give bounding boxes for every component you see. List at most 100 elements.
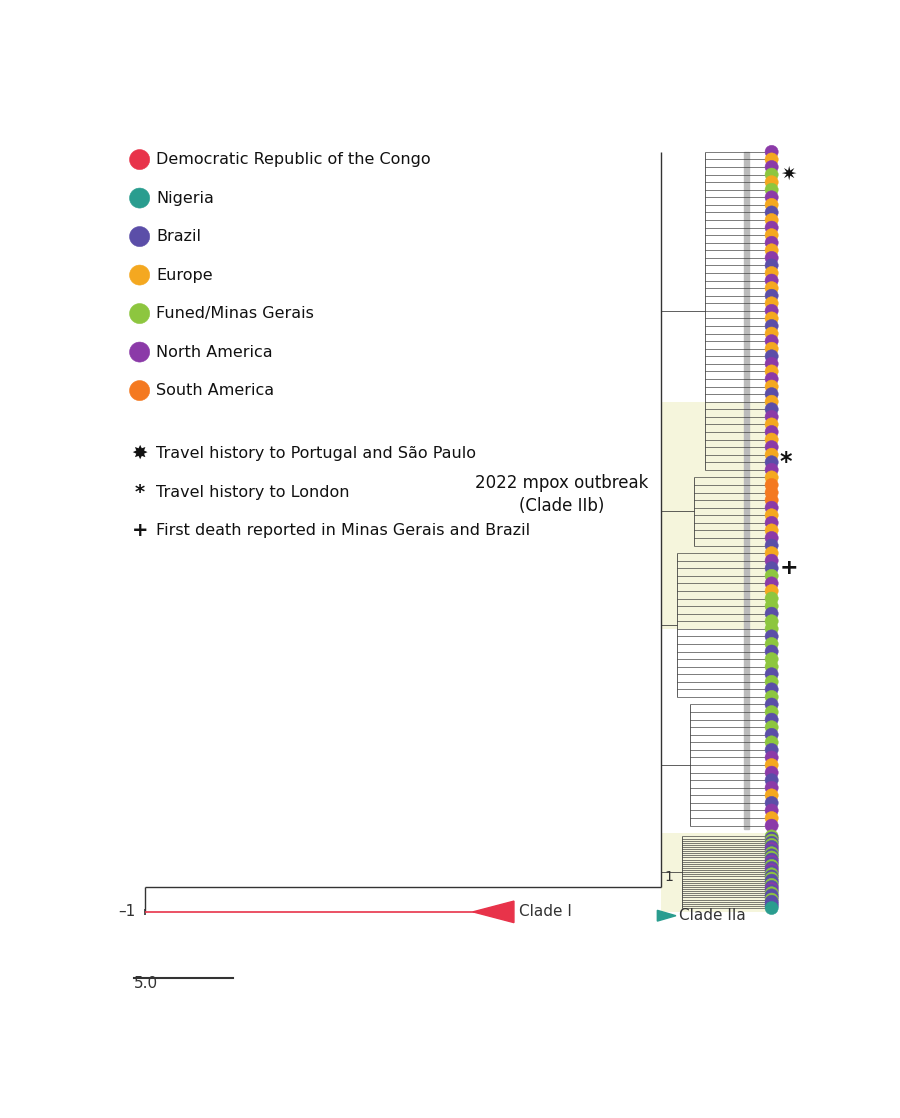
- Circle shape: [765, 901, 778, 915]
- Circle shape: [765, 296, 778, 310]
- Circle shape: [765, 561, 778, 575]
- Text: South America: South America: [156, 383, 274, 398]
- Circle shape: [765, 858, 778, 870]
- Circle shape: [765, 304, 778, 318]
- Circle shape: [765, 804, 778, 817]
- Circle shape: [765, 796, 778, 809]
- Circle shape: [765, 838, 778, 852]
- Circle shape: [765, 236, 778, 249]
- Circle shape: [765, 418, 778, 430]
- Circle shape: [765, 713, 778, 727]
- Text: 5.0: 5.0: [134, 976, 158, 992]
- Circle shape: [765, 819, 778, 832]
- Circle shape: [765, 388, 778, 400]
- Circle shape: [765, 191, 778, 203]
- Circle shape: [765, 539, 778, 552]
- Circle shape: [130, 227, 149, 247]
- Circle shape: [765, 290, 778, 302]
- Text: 2022 mpox outbreak
(Clade IIb): 2022 mpox outbreak (Clade IIb): [475, 474, 649, 515]
- Text: *: *: [779, 451, 792, 474]
- Circle shape: [765, 266, 778, 280]
- Circle shape: [765, 433, 778, 446]
- Circle shape: [765, 705, 778, 719]
- Circle shape: [765, 844, 778, 858]
- Circle shape: [765, 629, 778, 643]
- Circle shape: [130, 150, 149, 170]
- Circle shape: [765, 870, 778, 883]
- Circle shape: [765, 862, 778, 874]
- Circle shape: [765, 531, 778, 544]
- Circle shape: [765, 834, 778, 847]
- Circle shape: [765, 751, 778, 764]
- Circle shape: [765, 882, 778, 896]
- Circle shape: [765, 891, 778, 904]
- Circle shape: [765, 728, 778, 741]
- Circle shape: [765, 259, 778, 272]
- Circle shape: [765, 860, 778, 872]
- Circle shape: [765, 877, 778, 889]
- Circle shape: [765, 591, 778, 605]
- Circle shape: [765, 874, 778, 888]
- Circle shape: [765, 615, 778, 628]
- Circle shape: [765, 320, 778, 332]
- Circle shape: [765, 645, 778, 659]
- Circle shape: [765, 812, 778, 825]
- Text: ✸: ✸: [131, 444, 148, 463]
- Text: +: +: [131, 521, 148, 540]
- Text: Europe: Europe: [156, 267, 212, 283]
- Circle shape: [765, 486, 778, 499]
- Text: +: +: [779, 558, 798, 578]
- Text: Funed/Minas Gerais: Funed/Minas Gerais: [156, 306, 314, 321]
- Circle shape: [765, 372, 778, 386]
- Circle shape: [765, 880, 778, 893]
- Circle shape: [765, 168, 778, 181]
- Circle shape: [765, 312, 778, 325]
- Circle shape: [765, 274, 778, 287]
- Circle shape: [765, 853, 778, 866]
- Circle shape: [765, 471, 778, 484]
- Text: First death reported in Minas Gerais and Brazil: First death reported in Minas Gerais and…: [156, 523, 530, 538]
- Circle shape: [765, 660, 778, 673]
- Circle shape: [765, 830, 778, 843]
- Circle shape: [765, 889, 778, 902]
- Circle shape: [765, 836, 778, 850]
- Circle shape: [765, 832, 778, 845]
- Circle shape: [765, 637, 778, 651]
- Circle shape: [765, 893, 778, 906]
- Circle shape: [765, 863, 778, 877]
- Circle shape: [765, 198, 778, 211]
- Text: North America: North America: [156, 344, 273, 360]
- Circle shape: [130, 342, 149, 362]
- Circle shape: [765, 736, 778, 749]
- Circle shape: [765, 653, 778, 665]
- Text: Clade I: Clade I: [518, 904, 572, 919]
- Circle shape: [765, 350, 778, 363]
- Circle shape: [765, 851, 778, 864]
- Circle shape: [765, 395, 778, 408]
- Circle shape: [765, 161, 778, 173]
- Circle shape: [765, 342, 778, 356]
- Circle shape: [765, 849, 778, 862]
- Circle shape: [765, 691, 778, 703]
- Text: ✷: ✷: [779, 165, 796, 184]
- Circle shape: [765, 326, 778, 340]
- Circle shape: [765, 683, 778, 695]
- Circle shape: [765, 176, 778, 189]
- Text: 1: 1: [664, 870, 673, 884]
- Circle shape: [765, 899, 778, 912]
- Circle shape: [765, 789, 778, 802]
- Bar: [743, 152, 749, 830]
- Circle shape: [765, 448, 778, 462]
- Circle shape: [765, 493, 778, 506]
- Circle shape: [765, 846, 778, 860]
- Circle shape: [765, 214, 778, 227]
- Circle shape: [765, 865, 778, 879]
- Circle shape: [765, 758, 778, 771]
- Text: *: *: [135, 483, 145, 502]
- Circle shape: [765, 145, 778, 159]
- Circle shape: [765, 517, 778, 529]
- Circle shape: [765, 868, 778, 881]
- Circle shape: [765, 555, 778, 567]
- Circle shape: [765, 501, 778, 514]
- Circle shape: [765, 569, 778, 582]
